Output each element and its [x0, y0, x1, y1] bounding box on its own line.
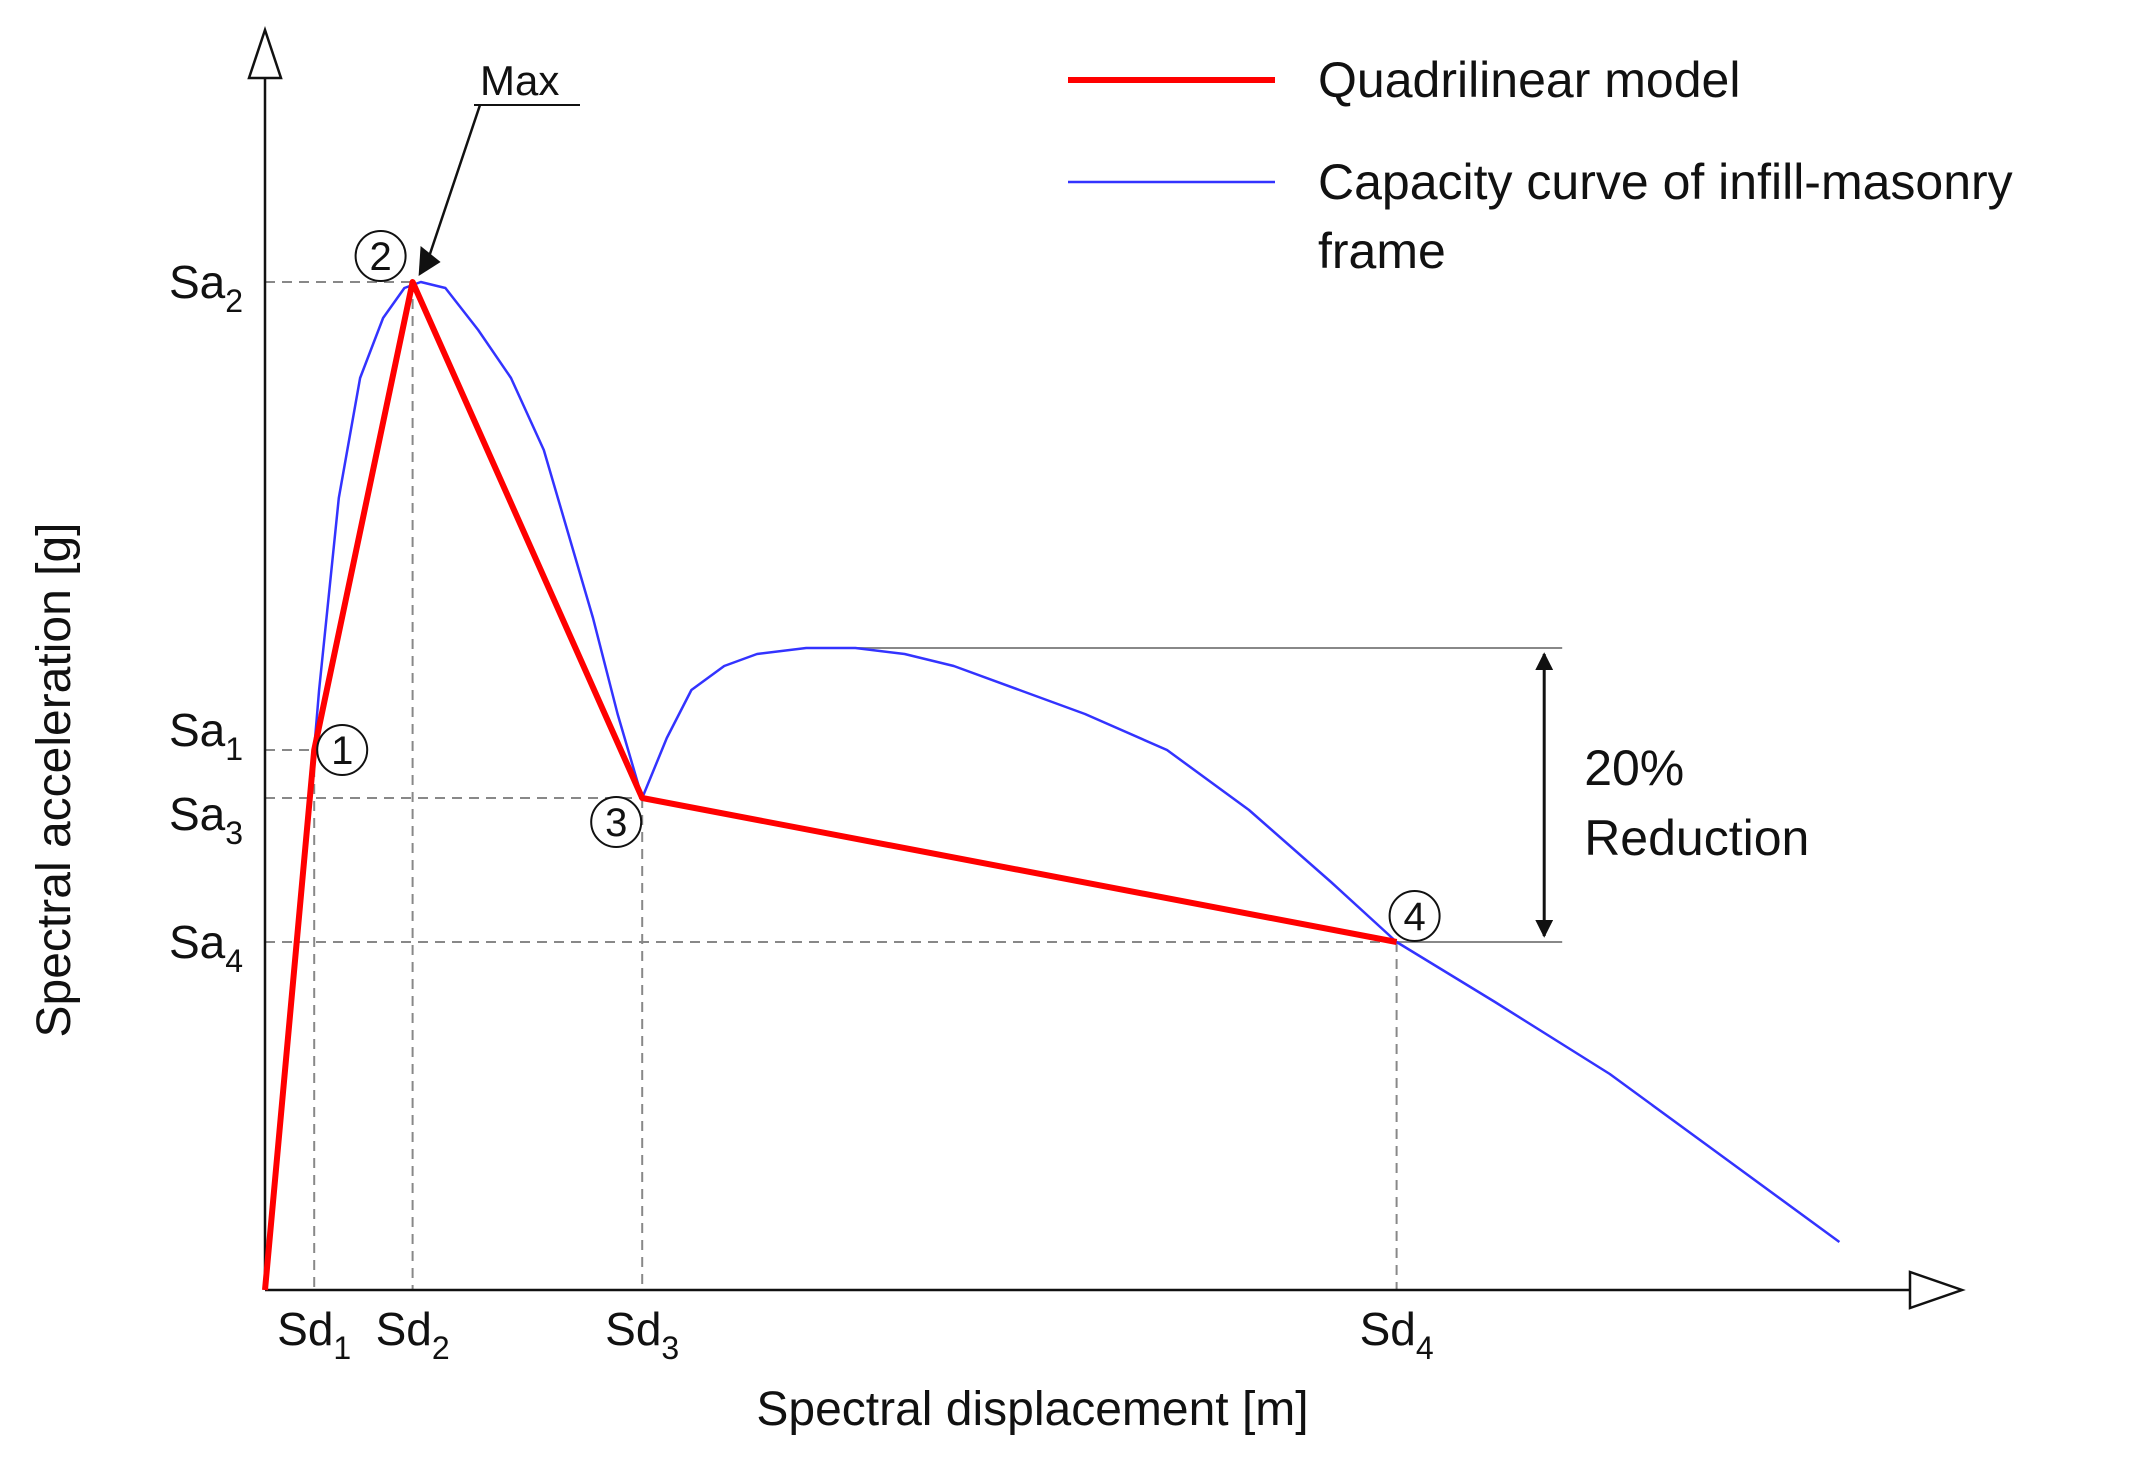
x-axis-title: Spectral displacement [m] [756, 1383, 1308, 1436]
point-marker-p1: 1 [316, 724, 369, 776]
legend-label-capacity-line1: Capacity curve of infill-masonry [1318, 154, 2013, 210]
quadrilinear-model-line [262, 279, 1398, 1291]
max-label: Max [480, 57, 559, 104]
y-axis-title: Spectral acceleration [g] [28, 523, 81, 1038]
reduction-bracket: 20% Reduction [855, 647, 1809, 943]
legend: Quadrilinear model Capacity curve of inf… [1068, 52, 2013, 279]
x-tick-label-4: Sd4 [1360, 1303, 1434, 1366]
x-axis-arrowhead [1908, 1270, 1966, 1310]
max-callout: Max [418, 57, 580, 276]
point-marker-circle [1388, 890, 1441, 942]
max-arrowhead [418, 246, 441, 276]
y-tick-label-3: Sa3 [169, 788, 243, 851]
reduction-percent-label: 20% [1584, 740, 1684, 796]
y-tick-label-2: Sa1 [169, 704, 243, 767]
point-marker-circle [354, 230, 407, 282]
point-marker-label: 2 [369, 235, 391, 279]
point-marker-p3: 3 [590, 796, 643, 848]
point-marker-label: 4 [1403, 895, 1425, 939]
axes [247, 26, 1966, 1310]
point-marker-label: 1 [331, 729, 353, 773]
max-leader-line [427, 104, 482, 259]
x-tick-label-2: Sd2 [376, 1303, 450, 1366]
point-marker-p4: 4 [1388, 890, 1441, 942]
guide-lines [265, 281, 1398, 1290]
point-marker-label: 3 [605, 801, 627, 845]
y-tick-label-4: Sa4 [169, 916, 243, 979]
reduction-word-label: Reduction [1584, 810, 1809, 866]
legend-label-quadrilinear: Quadrilinear model [1318, 52, 1740, 108]
capacity-curve-line [263, 280, 1841, 1291]
x-tick-labels: Sd1 Sd2 Sd3 Sd4 [277, 1303, 1433, 1366]
point-marker-circle [316, 724, 369, 776]
x-tick-label-1: Sd1 [277, 1303, 351, 1366]
point-marker-p2: 2 [354, 230, 407, 282]
y-axis-arrowhead [247, 26, 283, 80]
point-markers: 1 2 3 4 [316, 230, 1441, 942]
y-tick-labels: Sa2 Sa1 Sa3 Sa4 [169, 256, 243, 979]
point-marker-circle [590, 796, 643, 848]
legend-label-capacity-line2: frame [1318, 223, 1446, 279]
y-tick-label-1: Sa2 [169, 256, 243, 319]
x-tick-label-3: Sd3 [605, 1303, 679, 1366]
